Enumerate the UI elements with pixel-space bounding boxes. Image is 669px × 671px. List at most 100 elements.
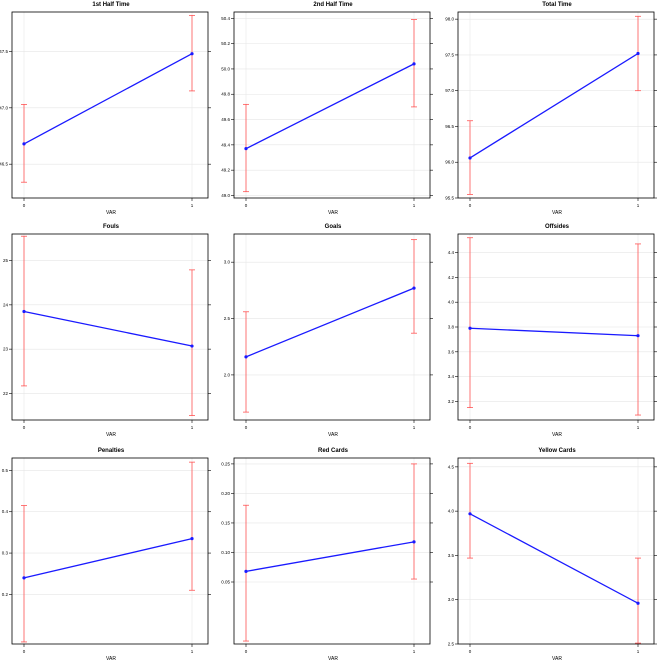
plot-frame bbox=[11, 233, 209, 421]
chart-panel: Total Time VAR 95.5 96.0 96.5 97.0 97.5 98.0 0 1 bbox=[445, 0, 668, 222]
y-tick-label: 0.10 bbox=[221, 550, 230, 555]
x-axis-label: VAR bbox=[106, 210, 116, 216]
data-point bbox=[636, 601, 640, 605]
y-tick-label: 49.8 bbox=[221, 92, 230, 97]
y-tick-label: 4.2 bbox=[448, 275, 455, 280]
data-point bbox=[412, 62, 416, 66]
x-axis-label: VAR bbox=[328, 210, 338, 216]
y-tick-label: 3.6 bbox=[448, 349, 455, 354]
x-tick-label: 0 bbox=[469, 203, 472, 208]
y-tick-label: 0.5 bbox=[2, 468, 9, 473]
data-point bbox=[636, 334, 640, 338]
data-point bbox=[244, 147, 248, 151]
chart-title: Fouls bbox=[103, 224, 119, 230]
chart-svg: 3.2 3.4 3.6 3.8 4.0 4.2 4.4 0 1 bbox=[448, 233, 657, 430]
plot-frame bbox=[11, 11, 209, 199]
series-line bbox=[23, 53, 193, 145]
y-tick-label: 46.5 bbox=[0, 162, 8, 167]
x-tick-label: 0 bbox=[469, 649, 472, 654]
data-point bbox=[636, 51, 640, 56]
x-tick-label: 1 bbox=[637, 203, 640, 208]
series-line bbox=[469, 513, 639, 604]
x-axis-label: VAR bbox=[552, 210, 562, 216]
y-tick-label: 96.0 bbox=[445, 160, 454, 165]
plot-frame bbox=[11, 457, 209, 645]
y-tick-label: 3.0 bbox=[448, 597, 455, 602]
data-point bbox=[412, 286, 416, 290]
chart-svg: 95.5 96.0 96.5 97.0 97.5 98.0 0 1 bbox=[445, 11, 657, 208]
x-tick-label: 1 bbox=[191, 425, 194, 430]
x-axis-label: VAR bbox=[552, 432, 562, 438]
y-tick-label: 96.5 bbox=[445, 124, 454, 129]
chart-panel: Penalties VAR 0.2 0.3 0.4 0.5 0 1 bbox=[0, 446, 222, 668]
plot-frame bbox=[457, 11, 655, 199]
data-point bbox=[22, 576, 26, 580]
x-axis-label: VAR bbox=[328, 432, 338, 438]
y-tick-label: 97.5 bbox=[445, 52, 454, 57]
x-axis-label: VAR bbox=[328, 656, 338, 662]
x-tick-label: 1 bbox=[637, 649, 640, 654]
chart-svg: 46.5 47.0 47.5 0 1 bbox=[0, 11, 211, 208]
y-tick-label: 22 bbox=[3, 391, 9, 396]
data-point bbox=[468, 156, 472, 160]
plot-frame bbox=[233, 233, 431, 421]
series-line bbox=[469, 327, 639, 337]
plot-frame bbox=[233, 457, 431, 645]
series-line bbox=[469, 52, 639, 159]
chart-panel: Yellow Cards VAR 2.5 3.0 3.5 4.0 4.5 0 1 bbox=[446, 446, 668, 668]
x-axis-label: VAR bbox=[106, 432, 116, 438]
y-tick-label: 3.4 bbox=[448, 374, 455, 379]
y-tick-label: 3.5 bbox=[448, 553, 455, 558]
y-tick-label: 0.05 bbox=[221, 580, 230, 585]
chart-panel: Fouls VAR 22 23 24 25 0 1 bbox=[0, 222, 222, 444]
series-line bbox=[23, 537, 193, 579]
y-tick-label: 4.0 bbox=[448, 509, 455, 514]
chart-svg: 49.0 49.2 49.4 49.6 49.8 50.0 50.2 50.4 0 1 bbox=[221, 11, 433, 208]
plot-frame bbox=[233, 11, 431, 199]
x-tick-label: 1 bbox=[413, 203, 416, 208]
chart-panel: Goals VAR 2.0 2.5 3.0 0 1 bbox=[222, 222, 444, 444]
y-tick-label: 3.2 bbox=[448, 399, 455, 404]
y-tick-label: 95.5 bbox=[445, 196, 454, 201]
chart-title: Total Time bbox=[542, 2, 572, 8]
x-tick-label: 0 bbox=[23, 649, 26, 654]
data-point bbox=[468, 326, 472, 330]
y-tick-label: 3.8 bbox=[448, 325, 455, 330]
y-tick-label: 25 bbox=[3, 258, 9, 263]
chart-panel: Red Cards VAR 0.05 0.10 0.15 0.20 0.25 0 1 bbox=[221, 446, 444, 668]
y-tick-label: 50.0 bbox=[221, 66, 230, 71]
x-tick-label: 1 bbox=[413, 425, 416, 430]
y-tick-label: 23 bbox=[3, 347, 9, 352]
chart-title: Red Cards bbox=[317, 448, 348, 454]
y-tick-label: 24 bbox=[3, 302, 9, 307]
x-axis-label: VAR bbox=[106, 656, 116, 662]
y-tick-label: 47.5 bbox=[0, 49, 8, 54]
y-tick-label: 49.6 bbox=[221, 117, 230, 122]
y-tick-label: 49.2 bbox=[221, 168, 230, 173]
y-tick-label: 2.5 bbox=[224, 316, 231, 321]
y-tick-label: 2.0 bbox=[224, 372, 231, 377]
x-tick-label: 0 bbox=[245, 425, 248, 430]
x-tick-label: 0 bbox=[23, 425, 26, 430]
chart-title: 2nd Half Time bbox=[313, 2, 353, 8]
x-tick-label: 1 bbox=[413, 649, 416, 654]
x-tick-label: 1 bbox=[191, 649, 194, 654]
y-tick-label: 50.2 bbox=[221, 41, 230, 46]
y-tick-label: 98.0 bbox=[445, 17, 454, 22]
chart-title: Goals bbox=[324, 224, 342, 230]
y-tick-label: 50.4 bbox=[221, 16, 230, 21]
x-tick-label: 0 bbox=[23, 203, 26, 208]
y-tick-label: 2.5 bbox=[448, 642, 455, 647]
x-tick-label: 0 bbox=[245, 203, 248, 208]
data-point bbox=[412, 540, 416, 544]
y-tick-label: 49.4 bbox=[221, 142, 230, 147]
y-tick-label: 0.15 bbox=[221, 520, 230, 525]
chart-svg: 0.2 0.3 0.4 0.5 0 1 bbox=[2, 457, 211, 654]
y-tick-label: 0.3 bbox=[2, 551, 9, 556]
data-point bbox=[468, 512, 472, 516]
y-tick-label: 97.0 bbox=[445, 88, 454, 93]
y-tick-label: 4.5 bbox=[448, 464, 455, 469]
data-point bbox=[22, 142, 26, 146]
chart-panel: Offsides VAR 3.2 3.4 3.6 3.8 4.0 4.2 4.4 0 1 bbox=[446, 222, 668, 444]
